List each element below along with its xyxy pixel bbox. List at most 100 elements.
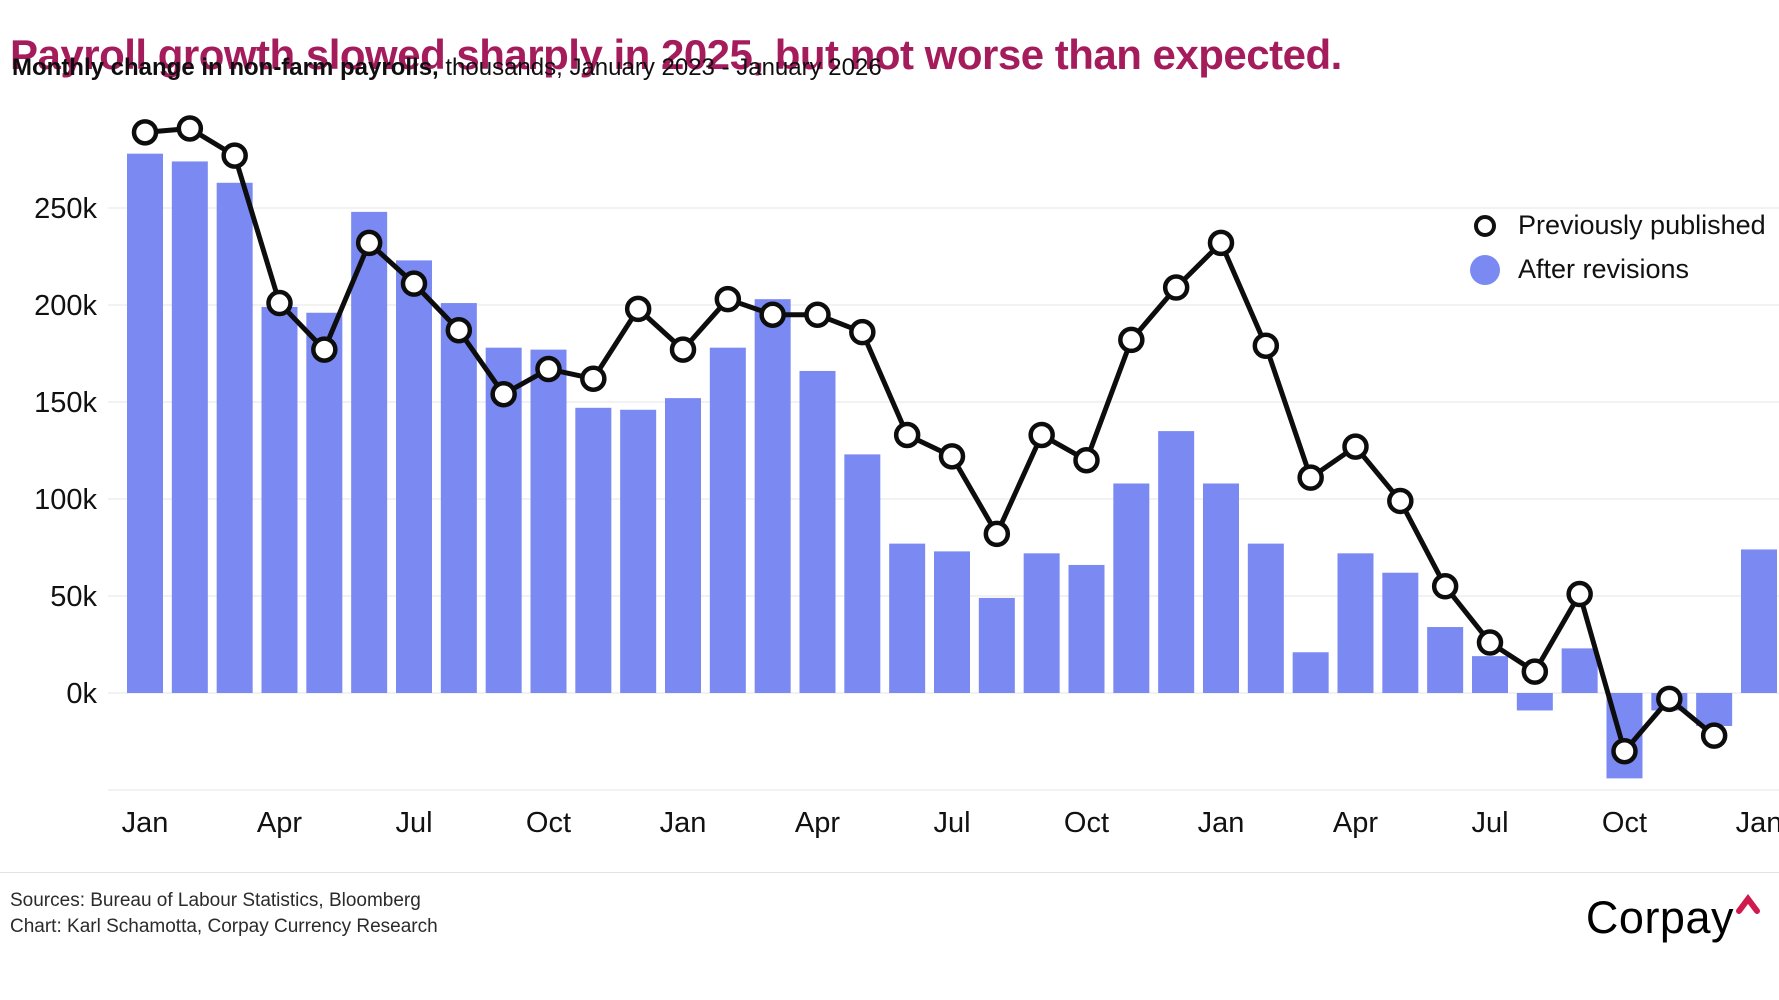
page-title: Payroll growth slowed sharply in 2025, b… (10, 31, 1342, 79)
line-marker (849, 318, 876, 346)
y-axis-tick-label: 100k (34, 484, 97, 516)
chart-subtitle: Monthly change in non-farm payrolls, tho… (12, 54, 882, 82)
line-marker (1387, 487, 1414, 515)
chart-legend: Previously published After revisions (1468, 210, 1766, 285)
line-marker (311, 336, 338, 363)
bar (1247, 543, 1284, 693)
bar (754, 299, 791, 693)
footer-divider (0, 872, 1779, 873)
line-marker (1028, 421, 1055, 449)
bar (351, 211, 388, 693)
legend-label-previously-published: Previously published (1518, 210, 1766, 240)
line-marker (1342, 433, 1369, 460)
x-axis-tick-label: Oct (526, 807, 571, 839)
bar (1023, 553, 1060, 693)
line-marker (714, 285, 742, 313)
x-axis-tick-label: Apr (257, 807, 302, 839)
bar (395, 260, 432, 693)
x-axis-tick-label: Oct (1064, 807, 1109, 839)
corpay-logo: Corpay (1586, 892, 1761, 944)
bar (306, 312, 343, 693)
line-marker (1476, 629, 1504, 656)
x-axis-tick-label: Jul (933, 807, 970, 839)
line-marker (176, 115, 204, 142)
x-axis-tick-label: Jan (660, 807, 707, 839)
bar (664, 398, 701, 693)
line-marker (1252, 332, 1280, 359)
line-marker (1431, 573, 1459, 600)
bar (620, 409, 657, 693)
line-marker (1297, 464, 1324, 491)
line-marker (266, 289, 293, 317)
line-marker (221, 142, 248, 169)
bar (1292, 652, 1329, 693)
line-marker (535, 355, 562, 383)
y-axis-tick-label: 50k (50, 581, 97, 613)
x-axis-tick-label: Jan (1198, 807, 1245, 839)
line-marker (1700, 722, 1728, 749)
bar (1113, 483, 1150, 693)
legend-item-previously-published: Previously published (1468, 210, 1766, 241)
line-marker (1656, 685, 1683, 713)
subtitle-bold: Monthly change in non-farm payrolls, (12, 54, 439, 81)
bar (171, 161, 208, 693)
bar (889, 543, 926, 693)
filled-circle-icon (1470, 254, 1500, 285)
line-marker (490, 380, 517, 408)
x-axis-tick-label: Jan (1736, 807, 1779, 839)
legend-label-after-revisions: After revisions (1518, 254, 1690, 284)
bar (127, 153, 163, 693)
legend-item-after-revisions: After revisions (1468, 254, 1766, 285)
bar (1561, 648, 1598, 693)
line-marker (355, 229, 383, 257)
line-marker (759, 301, 786, 328)
x-axis-tick-label: Jul (395, 807, 432, 839)
y-axis-tick-label: 250k (34, 193, 97, 225)
footer-credit: Chart: Karl Schamotta, Corpay Currency R… (10, 916, 438, 937)
bar (1427, 627, 1464, 693)
corpay-caret-icon (1736, 894, 1760, 914)
bar (1202, 483, 1239, 693)
line-marker (1611, 737, 1638, 765)
line-marker (983, 520, 1011, 548)
x-axis-tick-label: Apr (795, 807, 840, 839)
bar (440, 303, 477, 693)
bar (1740, 549, 1777, 693)
y-axis-tick-label: 0k (66, 678, 97, 710)
bar (1382, 572, 1419, 693)
x-axis-tick-label: Jan (122, 807, 169, 839)
line-marker (400, 270, 428, 297)
bar (1158, 431, 1195, 693)
line-marker (1162, 274, 1190, 301)
bar (933, 551, 970, 693)
y-axis-tick-label: 200k (34, 290, 97, 322)
line-marker (1521, 658, 1549, 685)
line-marker (1207, 229, 1235, 257)
line-marker (669, 336, 697, 363)
x-axis-tick-label: Apr (1333, 807, 1378, 839)
bar (1696, 693, 1733, 726)
bar (261, 306, 298, 693)
bar (1471, 656, 1508, 693)
footer-sources: Sources: Bureau of Labour Statistics, Bl… (10, 890, 421, 911)
line-marker (131, 119, 159, 146)
bar (978, 597, 1015, 693)
bar (1337, 553, 1374, 693)
corpay-logo-text: Corpay (1585, 892, 1734, 943)
open-circle-icon (1474, 214, 1496, 237)
bar (575, 407, 612, 693)
line-marker (1118, 326, 1145, 354)
line-marker (804, 301, 831, 328)
line-marker (893, 421, 921, 449)
bar (530, 349, 567, 693)
subtitle-rest: thousands, January 2023 - January 2026 (438, 54, 882, 81)
bar (799, 370, 836, 693)
x-axis-tick-label: Jul (1471, 807, 1508, 839)
bar (1516, 693, 1553, 711)
bar (216, 182, 253, 693)
line-marker (624, 295, 652, 323)
line-marker (938, 443, 966, 470)
y-axis-tick-label: 150k (34, 387, 97, 419)
line-marker (1566, 580, 1593, 608)
x-axis-tick-label: Oct (1602, 807, 1647, 839)
